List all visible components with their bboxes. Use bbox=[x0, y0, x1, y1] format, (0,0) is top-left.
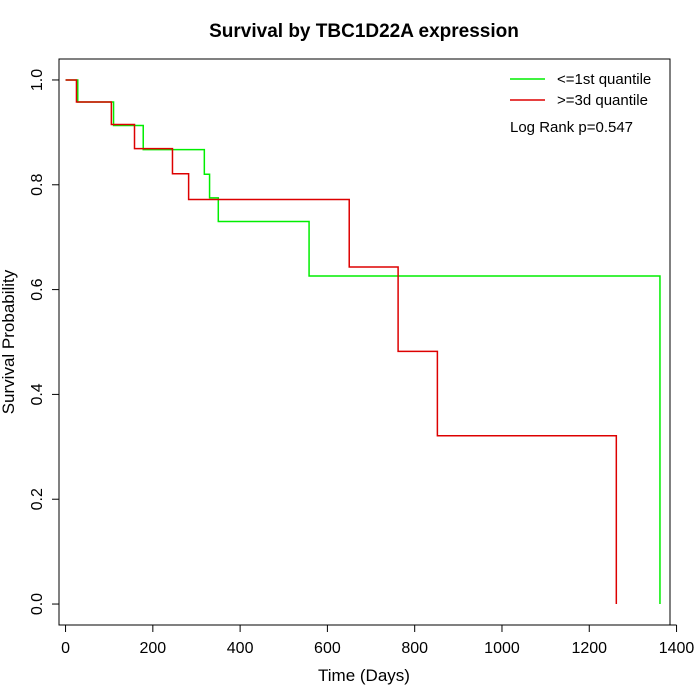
series-line-low-quantile bbox=[65, 79, 661, 605]
x-tick-label: 600 bbox=[314, 640, 341, 657]
x-tick-label: 800 bbox=[401, 640, 428, 657]
legend-label-low: <=1st quantile bbox=[557, 71, 651, 88]
x-axis: 0 200 400 600 800 1000 1200 1400 bbox=[61, 624, 695, 657]
legend-label-high: >=3d quantile bbox=[557, 92, 648, 109]
y-tick-label: 0.0 bbox=[29, 593, 46, 615]
plot-frame bbox=[58, 58, 671, 626]
x-tick-label: 200 bbox=[139, 640, 166, 657]
x-tick-label: 1000 bbox=[484, 640, 520, 657]
x-tick-label: 0 bbox=[61, 640, 70, 657]
y-tick-label: 0.8 bbox=[29, 174, 46, 196]
log-rank-annotation: Log Rank p=0.547 bbox=[510, 119, 633, 136]
x-tick-label: 400 bbox=[227, 640, 254, 657]
y-axis-label: Survival Probability bbox=[0, 269, 18, 414]
chart-title: Survival by TBC1D22A expression bbox=[209, 21, 519, 42]
x-tick-label: 1200 bbox=[571, 640, 607, 657]
x-axis-label: Time (Days) bbox=[318, 666, 410, 685]
legend: <=1st quantile >=3d quantile bbox=[510, 71, 651, 109]
y-tick-label: 1.0 bbox=[29, 69, 46, 91]
series-line-high-quantile bbox=[65, 79, 618, 605]
series-layer bbox=[65, 79, 661, 605]
y-tick-label: 0.6 bbox=[29, 278, 46, 300]
y-axis: 0.0 0.2 0.4 0.6 0.8 1.0 bbox=[29, 69, 60, 615]
y-tick-label: 0.4 bbox=[29, 383, 46, 405]
y-tick-label: 0.2 bbox=[29, 488, 46, 510]
x-tick-label: 1400 bbox=[659, 640, 695, 657]
